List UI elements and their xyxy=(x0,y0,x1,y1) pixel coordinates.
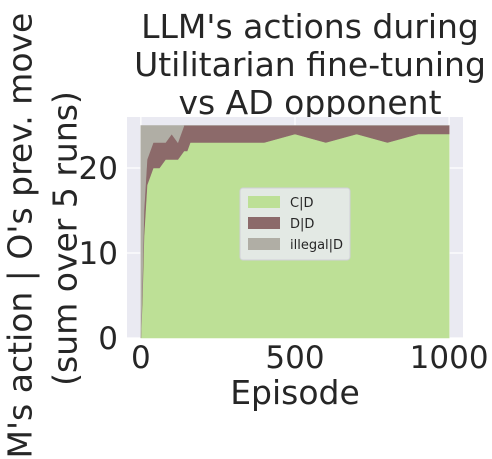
y-tick-label-20: 20 xyxy=(79,151,118,187)
legend-label-c-d: C|D xyxy=(290,196,313,211)
x-axis-label: Episode xyxy=(230,373,360,412)
y-tick-label-10: 10 xyxy=(79,236,118,272)
x-tick-label-0: 0 xyxy=(131,340,151,376)
x-tick-label-500: 500 xyxy=(265,340,324,376)
legend-swatch-illegal-d xyxy=(248,238,280,250)
legend-swatch-c-d xyxy=(248,196,280,208)
x-tick-label-1000: 1000 xyxy=(410,340,489,376)
legend-swatch-d-d xyxy=(248,217,280,229)
legend-label-d-d: D|D xyxy=(290,217,314,232)
y-tick-label-0: 0 xyxy=(98,321,118,357)
legend-label-illegal-d: illegal|D xyxy=(290,238,343,253)
